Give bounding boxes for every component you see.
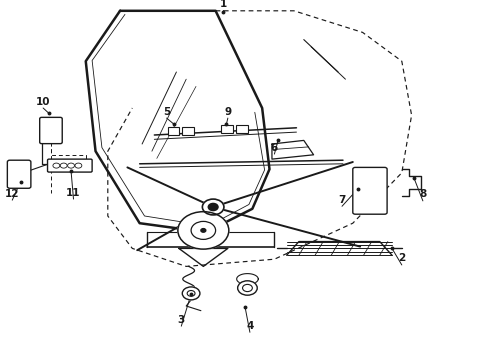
Text: 2: 2 (398, 253, 405, 264)
Text: 9: 9 (224, 107, 231, 117)
Text: 12: 12 (5, 189, 20, 199)
Circle shape (208, 203, 218, 211)
FancyBboxPatch shape (40, 117, 62, 144)
Circle shape (191, 221, 216, 239)
Text: 11: 11 (66, 188, 81, 198)
FancyBboxPatch shape (48, 159, 92, 172)
Circle shape (60, 163, 67, 168)
Text: 7: 7 (338, 195, 346, 205)
Text: 8: 8 (419, 189, 426, 199)
Circle shape (202, 199, 224, 215)
Circle shape (178, 212, 229, 249)
Circle shape (187, 291, 195, 296)
Circle shape (243, 284, 252, 292)
Circle shape (182, 287, 200, 300)
Circle shape (201, 229, 206, 232)
Circle shape (75, 163, 82, 168)
Text: 4: 4 (246, 321, 254, 331)
Text: 6: 6 (271, 143, 278, 153)
FancyBboxPatch shape (221, 125, 233, 133)
Text: 5: 5 (163, 107, 170, 117)
FancyBboxPatch shape (182, 127, 194, 135)
Circle shape (53, 163, 60, 168)
Text: 10: 10 (36, 96, 50, 107)
Circle shape (238, 281, 257, 295)
FancyBboxPatch shape (168, 127, 179, 135)
FancyBboxPatch shape (7, 160, 31, 188)
Circle shape (68, 163, 74, 168)
FancyBboxPatch shape (236, 125, 248, 133)
Text: 3: 3 (178, 315, 185, 325)
Text: 1: 1 (220, 0, 226, 9)
FancyBboxPatch shape (353, 167, 387, 214)
